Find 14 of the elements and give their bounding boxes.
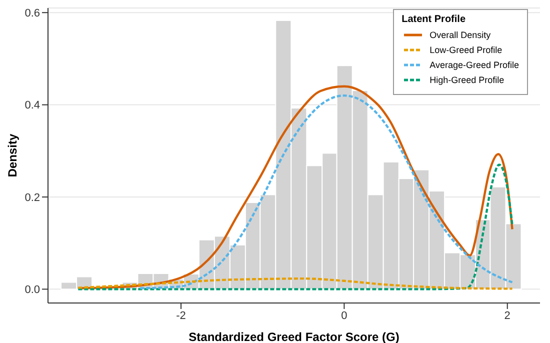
legend-label: High-Greed Profile: [430, 75, 504, 85]
x-tick-label: 0: [341, 310, 348, 322]
y-axis-title: Density: [5, 134, 20, 178]
line-series: [77, 164, 514, 290]
legend-title: Latent Profile: [402, 14, 467, 25]
legend-label: Average-Greed Profile: [430, 60, 519, 70]
y-tick-label: 0.6: [24, 8, 40, 20]
y-tick-label: 0.2: [24, 192, 40, 204]
y-tick-label: 0.4: [24, 100, 40, 112]
x-tick-label: 2: [504, 310, 510, 322]
x-tick-label: -2: [176, 310, 186, 322]
legend-label: Overall Density: [430, 30, 491, 40]
y-tick-label: 0.0: [24, 284, 40, 296]
legend-label: Low-Greed Profile: [430, 45, 502, 55]
